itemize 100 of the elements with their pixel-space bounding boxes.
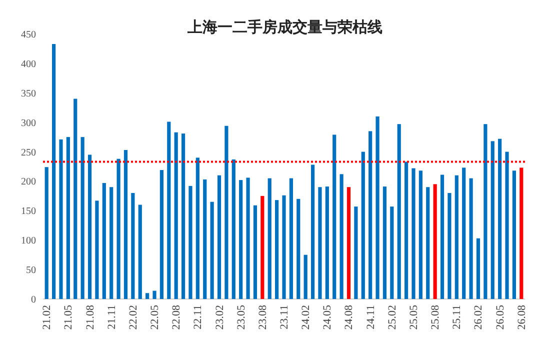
x-tick-label: 25.08: [430, 304, 442, 330]
y-tick-label: 300: [21, 118, 36, 129]
bar: [426, 187, 430, 299]
bar: [253, 205, 258, 299]
bar: [368, 131, 372, 299]
bar: [110, 187, 114, 299]
bar: [520, 168, 524, 299]
x-tick-label: 22.05: [149, 304, 162, 330]
bar: [498, 138, 502, 299]
bar: [332, 134, 336, 299]
bar: [217, 175, 222, 299]
bar: [239, 180, 243, 299]
bar: [196, 158, 200, 299]
bar: [433, 184, 437, 299]
bar: [512, 170, 516, 299]
bar: [310, 164, 315, 299]
bar: [304, 254, 308, 299]
chart-title: 上海一二手房成交量与荣枯线: [186, 18, 382, 36]
x-tick-label: 23.08: [256, 304, 269, 330]
bar: [181, 134, 186, 299]
y-tick-label: 450: [21, 30, 36, 40]
bar: [152, 290, 156, 299]
bar: [354, 206, 358, 299]
bar: [404, 162, 408, 299]
bar: [174, 132, 178, 299]
bar: [448, 193, 452, 299]
x-tick-label: 26.08: [516, 304, 528, 330]
bar: [484, 124, 488, 299]
x-tick-label: 22.08: [170, 304, 183, 330]
y-tick-label: 200: [21, 176, 36, 188]
x-tick-label: 23.02: [214, 305, 226, 330]
bar: [138, 204, 142, 299]
x-tick-label: 25.11: [451, 305, 464, 330]
bar: [340, 174, 344, 299]
bar: [418, 170, 422, 299]
bar: [397, 124, 401, 299]
bar: [88, 154, 92, 299]
bar: [203, 179, 207, 299]
bar: [74, 98, 78, 299]
y-tick-label: 100: [21, 236, 36, 247]
x-tick-label: 22.02: [127, 305, 140, 330]
x-tick-label: 24.02: [300, 305, 312, 330]
bar: [462, 168, 466, 299]
bar: [318, 187, 322, 299]
bar: [160, 170, 164, 299]
x-tick-label: 24.08: [343, 304, 356, 330]
bar: [44, 167, 48, 299]
y-tick-label: 350: [21, 88, 36, 100]
bar: [210, 202, 214, 299]
x-tick-label: 21.05: [62, 304, 75, 330]
bar: [102, 182, 106, 299]
bar: [146, 293, 150, 299]
bar: [59, 139, 63, 299]
x-tick-label: 24.05: [322, 304, 334, 330]
bar: [224, 126, 228, 299]
bar: [469, 178, 473, 299]
bar: [167, 122, 171, 299]
x-tick-label: 21.02: [41, 305, 54, 330]
bar: [188, 186, 192, 299]
bar: [95, 200, 99, 299]
y-tick-label: 250: [21, 147, 36, 158]
bar: [346, 187, 351, 299]
bar: [412, 168, 416, 299]
bar: [476, 238, 480, 299]
bar: [52, 44, 56, 299]
bar: [268, 178, 272, 299]
y-tick-label: 50: [26, 265, 36, 276]
bar: [282, 195, 286, 299]
bar: [246, 178, 250, 299]
x-tick-label: 25.05: [408, 304, 420, 330]
bar: [260, 196, 264, 299]
bar: [454, 175, 458, 299]
bar: [390, 206, 394, 299]
x-tick-label: 24.11: [364, 305, 377, 330]
bar: [232, 159, 236, 299]
bar: [66, 137, 70, 299]
bar: [382, 186, 387, 299]
x-tick-label: 26.05: [494, 304, 506, 330]
x-tick-label: 23.05: [235, 304, 248, 330]
bar: [490, 141, 494, 299]
x-tick-label: 25.02: [386, 305, 398, 330]
x-tick-label: 21.08: [84, 304, 96, 330]
x-tick-label: 26.02: [472, 305, 485, 330]
y-tick-label: 150: [21, 206, 36, 218]
bar: [376, 116, 380, 299]
bar: [124, 150, 128, 299]
bar: [131, 193, 135, 299]
bar: [296, 198, 300, 299]
bar: [440, 174, 444, 299]
bar: [505, 152, 509, 299]
y-tick-label: 400: [21, 58, 36, 70]
bar: [289, 178, 293, 299]
bar: [80, 137, 84, 299]
x-tick-label: 22.11: [192, 305, 204, 330]
x-tick-label: 21.11: [106, 305, 118, 330]
bar: [116, 158, 120, 299]
bar: [325, 186, 329, 299]
bar: [275, 200, 279, 299]
bar: [361, 152, 365, 299]
x-tick-label: 23.11: [278, 305, 290, 330]
